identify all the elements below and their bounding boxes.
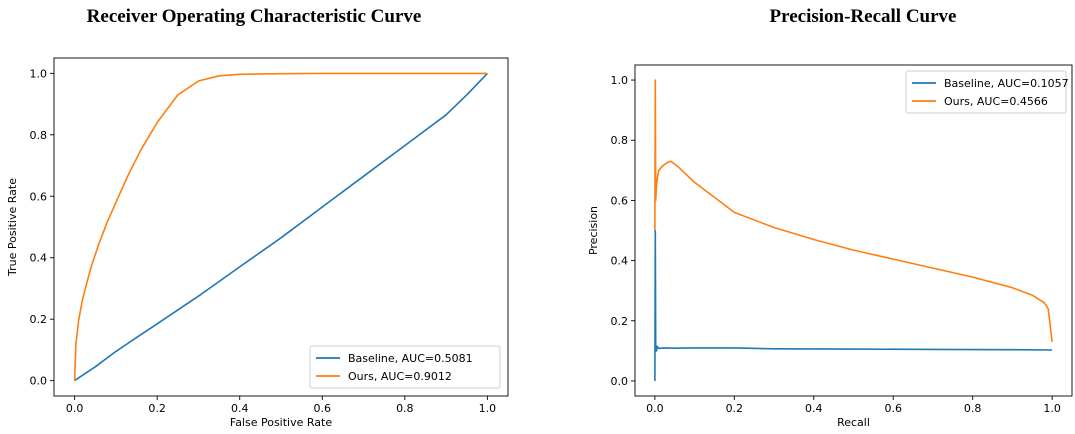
roc-x-tick-label: 0.2 — [148, 402, 166, 415]
roc-x-tick-label: 0.4 — [231, 402, 249, 415]
pr-legend-label-1: Ours, AUC=0.4566 — [944, 95, 1048, 108]
pr-chart-title: Precision-Recall Curve — [769, 6, 957, 27]
roc-series-line-0 — [74, 72, 488, 382]
pr-plot-frame — [634, 64, 1073, 397]
pr-series-line-1 — [654, 79, 1053, 342]
roc-y-tick-label: 1.0 — [30, 67, 48, 80]
pr-x-tick-label: 0.0 — [646, 402, 664, 415]
roc-x-tick-label: 0.8 — [396, 402, 414, 415]
roc-y-tick-label: 0.0 — [30, 375, 48, 388]
pr-y-tick-label: 0.2 — [611, 315, 629, 328]
pr-y-tick-label: 0.4 — [611, 255, 629, 268]
roc-plot-frame — [53, 57, 509, 397]
pr-x-tick-label: 0.4 — [805, 402, 823, 415]
roc-x-tick-label: 0.0 — [66, 402, 84, 415]
roc-y-tick-label: 0.4 — [30, 252, 48, 265]
roc-y-tick-label: 0.8 — [30, 129, 48, 142]
pr-y-axis-label: Precision — [587, 206, 600, 255]
pr-x-tick-label: 0.8 — [964, 402, 982, 415]
roc-legend-label-1: Ours, AUC=0.9012 — [348, 370, 452, 383]
pr-y-tick-label: 0.6 — [611, 194, 629, 207]
roc-legend-label-0: Baseline, AUC=0.5081 — [348, 352, 473, 365]
roc-chart-title: Receiver Operating Characteristic Curve — [86, 6, 422, 27]
pr-y-tick-label: 0.8 — [611, 134, 629, 147]
pr-y-tick-label: 1.0 — [611, 74, 629, 87]
pr-x-tick-label: 1.0 — [1043, 402, 1061, 415]
roc-series-line-1 — [73, 72, 488, 381]
roc-x-tick-label: 1.0 — [479, 402, 497, 415]
pr-x-tick-label: 0.6 — [884, 402, 902, 415]
roc-legend-box — [309, 345, 501, 389]
roc-x-axis-label: False Positive Rate — [230, 416, 332, 429]
pr-legend-label-0: Baseline, AUC=0.1057 — [944, 77, 1069, 90]
pr-y-tick-label: 0.0 — [611, 375, 629, 388]
pr-series-line-0 — [654, 229, 1053, 382]
roc-y-tick-label: 0.6 — [30, 190, 48, 203]
pr-x-axis-label: Recall — [837, 416, 870, 429]
pr-x-tick-label: 0.2 — [726, 402, 744, 415]
pr-legend-box — [905, 70, 1067, 114]
roc-x-tick-label: 0.6 — [314, 402, 332, 415]
roc-y-tick-label: 0.2 — [30, 313, 48, 326]
roc-y-axis-label: True Positive Rate — [6, 178, 19, 277]
